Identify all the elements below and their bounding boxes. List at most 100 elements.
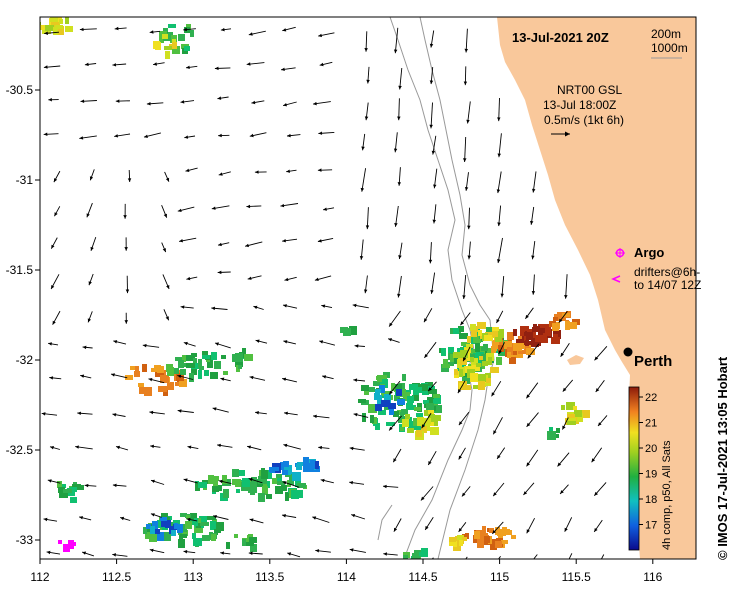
- sst-pixel: [402, 374, 406, 381]
- current-arrow: [323, 207, 335, 211]
- sst-pixel: [237, 470, 245, 476]
- sst-pixel: [291, 490, 299, 499]
- current-arrow: [491, 380, 502, 397]
- sst-pixel: [211, 352, 217, 360]
- current-arrow: [526, 382, 539, 399]
- current-arrow: [283, 340, 297, 345]
- sst-pixel: [479, 356, 483, 360]
- current-arrow: [282, 377, 298, 383]
- sst-pixel: [529, 349, 535, 355]
- current-arrow: [88, 273, 94, 286]
- sst-pixel: [448, 362, 454, 366]
- sst-pixel: [388, 403, 396, 409]
- current-arrow: [87, 311, 93, 323]
- current-arrow: [253, 305, 264, 310]
- current-arrow: [80, 99, 97, 103]
- colorbar-tick-label: 20: [645, 443, 657, 455]
- sst-pixel: [188, 518, 197, 525]
- current-arrow: [559, 484, 569, 495]
- current-arrow: [431, 135, 437, 155]
- current-arrow: [428, 242, 433, 264]
- sst-pixel: [180, 513, 187, 517]
- sst-pixel: [180, 534, 187, 538]
- current-arrow: [364, 102, 369, 121]
- current-arrow: [393, 518, 402, 532]
- sst-pixel: [527, 329, 532, 334]
- current-arrow: [53, 170, 61, 183]
- sst-pixel: [195, 482, 200, 491]
- sst-pixel: [65, 26, 73, 32]
- sst-pixel: [196, 521, 201, 528]
- sst-pixel: [425, 422, 430, 431]
- sst-pixel: [427, 397, 433, 403]
- sst-pixel: [271, 467, 279, 471]
- current-arrow: [564, 517, 573, 532]
- sst-pixel: [210, 372, 218, 379]
- current-arrow: [286, 169, 297, 173]
- sst-pixel: [370, 415, 374, 423]
- sst-pixel: [474, 531, 480, 539]
- sst-pixel: [423, 400, 429, 404]
- y-tick-label: -30.5: [6, 83, 34, 97]
- current-arrow: [48, 342, 59, 346]
- sst-pixel: [478, 330, 482, 336]
- sst-pixel: [214, 361, 221, 369]
- sst-pixel: [236, 489, 240, 493]
- current-arrow: [424, 341, 437, 359]
- sst-pixel: [430, 427, 439, 435]
- current-arrow: [423, 308, 433, 323]
- sst-pixel: [277, 481, 285, 485]
- sst-pixel: [59, 493, 68, 498]
- sst-pixel: [165, 520, 171, 528]
- sst-pixel: [393, 411, 399, 417]
- sst-pixel: [513, 343, 522, 351]
- sst-pixel: [470, 373, 478, 382]
- sst-pixel: [473, 335, 481, 343]
- sst-pixel: [380, 379, 388, 388]
- current-arrow: [467, 207, 471, 230]
- current-arrow: [466, 101, 471, 124]
- sst-pixel: [192, 533, 196, 539]
- sst-pixel: [181, 363, 189, 367]
- sst-pixel: [409, 384, 418, 390]
- current-arrow: [211, 306, 228, 311]
- current-arrow: [218, 133, 230, 138]
- sst-pixel: [492, 340, 499, 349]
- sst-pixel: [556, 428, 560, 433]
- sst-pixel: [163, 28, 168, 32]
- current-arrow: [595, 380, 605, 393]
- sst-pixel: [59, 484, 66, 488]
- current-arrow: [352, 303, 369, 309]
- sst-pixel: [507, 332, 513, 339]
- current-arrow: [115, 99, 131, 103]
- sst-pixel: [213, 479, 218, 487]
- current-arrow: [458, 411, 470, 426]
- sst-pixel: [441, 352, 445, 356]
- sst-pixel: [159, 36, 164, 43]
- sst-pixel: [495, 541, 502, 548]
- current-arrow: [533, 554, 538, 559]
- current-arrow: [217, 242, 230, 247]
- argo-label: Argo: [634, 245, 664, 260]
- sst-pixel: [461, 342, 470, 346]
- sst-pixel: [199, 366, 204, 370]
- sst-pixel: [428, 410, 434, 414]
- current-arrow: [186, 276, 198, 281]
- sst-pixel: [524, 332, 533, 336]
- sst-pixel: [178, 360, 184, 368]
- sst-pixel: [215, 522, 224, 531]
- current-arrow: [187, 445, 199, 450]
- sst-pixel: [185, 521, 192, 529]
- sst-pixel: [168, 24, 176, 28]
- current-arrow: [366, 66, 370, 84]
- sst-pixel: [191, 363, 200, 369]
- sst-pixel: [161, 513, 168, 520]
- current-arrow: [246, 445, 262, 451]
- sst-pixel: [182, 355, 186, 362]
- sst-pixel: [398, 416, 405, 423]
- current-arrow: [318, 445, 330, 450]
- current-arrow: [319, 61, 333, 67]
- current-arrow: [492, 417, 503, 435]
- sst-pixel: [174, 523, 178, 529]
